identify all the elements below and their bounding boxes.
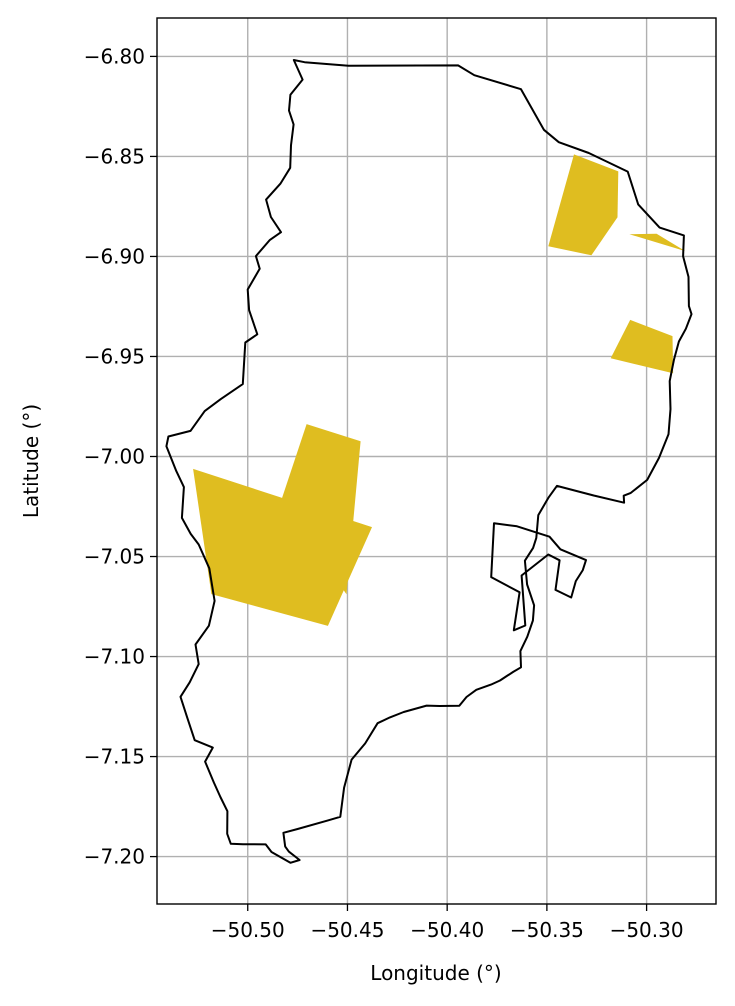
gridlines [157,18,716,904]
y-axis-label: Latitude (°) [19,404,43,518]
x-tick-label: −50.45 [310,918,384,942]
y-tick-label: −6.85 [84,144,145,168]
y-tick-label: −6.80 [84,44,145,68]
y-tick-label: −7.15 [84,745,145,769]
mining-area-1 [193,468,372,626]
x-tick-label: −50.35 [510,918,584,942]
y-tick-label: −7.05 [84,545,145,569]
y-tick-label: −6.90 [84,244,145,268]
x-tick-label: −50.40 [410,918,484,942]
excluded-area-outline [490,522,587,632]
municipality-boundary [165,59,693,864]
mining-area-4 [629,233,686,252]
mining-area-2 [281,424,361,595]
x-tick-label: −50.50 [211,918,285,942]
y-tick-label: −7.00 [84,444,145,468]
x-axis-label: Longitude (°) [370,961,501,985]
mining-area-5 [610,319,674,374]
y-tick-label: −6.95 [84,344,145,368]
y-tick-label: −7.20 [84,845,145,869]
mining-areas [193,154,686,626]
mining-area-3 [548,154,619,256]
plot-frame [156,17,717,905]
x-tick-label: −50.30 [610,918,684,942]
y-tick-label: −7.10 [84,645,145,669]
axis-ticks: −50.50 −50.45 −50.40 −50.35 −50.30 −6.80 −6.85… [84,44,684,942]
